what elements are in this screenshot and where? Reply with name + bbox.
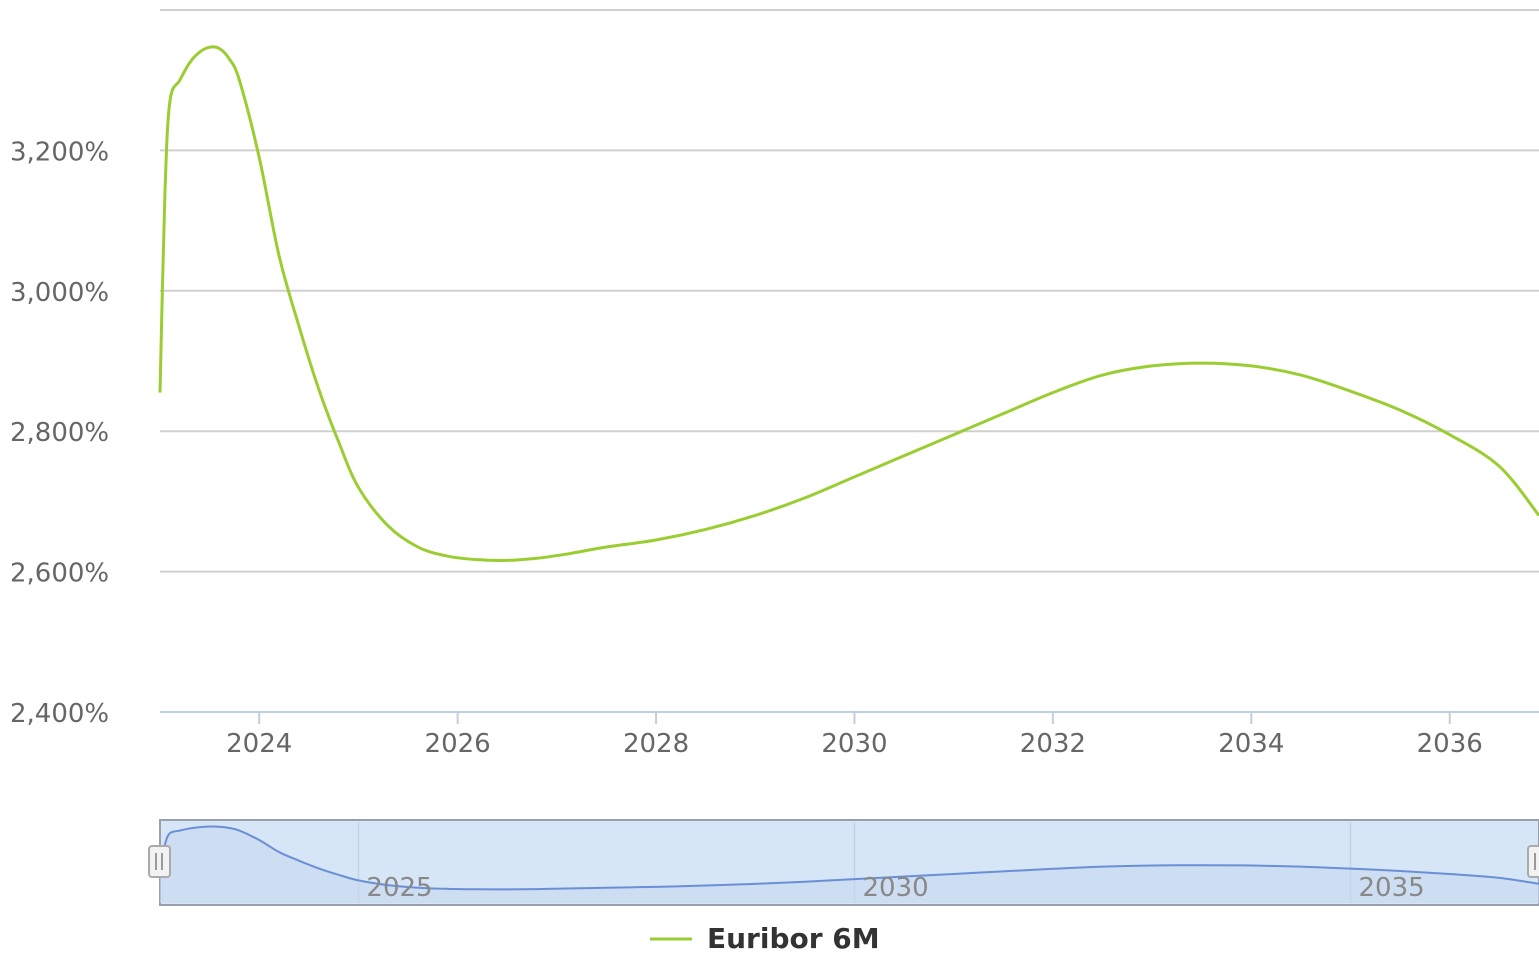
navigator-line bbox=[159, 825, 1539, 891]
navigator-tick-label: 2025 bbox=[366, 873, 432, 903]
y-tick-label: 2,800% bbox=[10, 418, 109, 448]
navigator-left-handle[interactable] bbox=[148, 845, 171, 878]
y-tick-label: 2,600% bbox=[10, 559, 109, 589]
x-tick-label: 2026 bbox=[425, 729, 491, 759]
navigator-right-handle[interactable] bbox=[1527, 845, 1539, 878]
navigator[interactable]: 2025 2030 2035 bbox=[148, 819, 1539, 906]
x-tick-label: 2032 bbox=[1020, 729, 1086, 759]
y-tick-label: 3,200% bbox=[10, 137, 109, 167]
navigator-area bbox=[160, 826, 1539, 903]
navigator-series bbox=[159, 825, 1539, 903]
navigator-ticks: 2025 2030 2035 bbox=[366, 873, 1424, 903]
x-tick-label: 2030 bbox=[821, 729, 887, 759]
plot-area bbox=[158, 45, 1539, 562]
x-axis: 2024 2026 2028 2030 2032 2034 2036 bbox=[160, 711, 1539, 759]
x-tick-label: 2024 bbox=[226, 729, 292, 759]
series-line-euribor-6m[interactable] bbox=[158, 45, 1539, 562]
legend-label-euribor-6m[interactable]: Euribor 6M bbox=[707, 922, 880, 955]
x-tick-label: 2036 bbox=[1417, 729, 1483, 759]
y-tick-label: 2,400% bbox=[10, 699, 109, 729]
navigator-tick-label: 2030 bbox=[862, 873, 928, 903]
navigator-tick-label: 2035 bbox=[1359, 873, 1425, 903]
legend[interactable]: Euribor 6M bbox=[650, 922, 880, 955]
y-gridlines bbox=[160, 9, 1539, 573]
y-axis-ticks: 2,400% 2,600% 2,800% 3,000% 3,200% bbox=[10, 137, 109, 729]
y-tick-label: 3,000% bbox=[10, 278, 109, 308]
x-tick-label: 2028 bbox=[623, 729, 689, 759]
x-tick-label: 2034 bbox=[1218, 729, 1284, 759]
